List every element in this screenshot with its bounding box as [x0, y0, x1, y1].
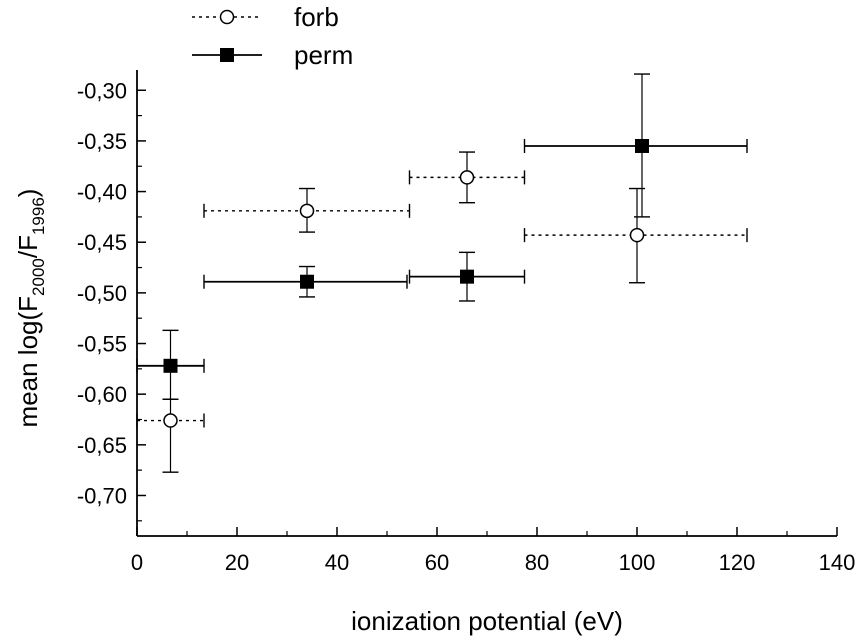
legend-item-forb: forb [192, 2, 339, 32]
data-point-forb [299, 203, 315, 219]
data-series [136, 73, 748, 473]
x-tick-label: 20 [225, 550, 249, 575]
x-axis: 0 20 40 60 80 100 120 140 [131, 527, 855, 575]
x-tick-label: 120 [719, 550, 756, 575]
y-axis-title-sub2: 1996 [29, 197, 48, 235]
x-tick-label: 80 [525, 550, 549, 575]
x-tick-label: 140 [819, 550, 856, 575]
data-point-forb [459, 170, 475, 185]
x-axis-title: ionization potential (eV) [351, 606, 623, 636]
data-point-perm [460, 269, 474, 284]
x-tick-label: 0 [131, 550, 143, 575]
legend-item-perm: perm [192, 40, 353, 70]
y-axis-title-suffix: ) [13, 189, 43, 198]
data-point-perm [163, 358, 178, 373]
y-axis-title-sub1: 2000 [29, 258, 48, 296]
y-axis: -0,70 -0,65 -0,60 -0,55 -0,50 -0,45 -0,40 -0,35… [77, 78, 146, 522]
x-tick-label: 100 [619, 550, 656, 575]
y-tick-label: -0,45 [77, 230, 127, 255]
y-tick-label: -0,40 [77, 180, 127, 205]
legend-label-forb: forb [294, 2, 339, 32]
y-tick-label: -0,70 [77, 483, 127, 508]
y-axis-title-mid: /F [13, 235, 43, 258]
plot-area [136, 70, 837, 537]
y-tick-label: -0,55 [77, 332, 127, 357]
data-point-perm [300, 274, 314, 289]
legend: forb perm [192, 2, 353, 70]
x-tick-label: 60 [425, 550, 449, 575]
y-tick-label: -0,35 [77, 129, 127, 154]
y-tick-label: -0,60 [77, 382, 127, 407]
legend-marker-perm [220, 48, 234, 62]
y-axis-title-prefix: mean log(F [13, 296, 43, 428]
y-axis-title: mean log(F2000/F1996) [13, 189, 48, 428]
series-forb [136, 151, 748, 473]
y-tick-label: -0,30 [77, 78, 127, 103]
x-tick-label: 40 [325, 550, 349, 575]
series-perm [136, 73, 748, 400]
data-point-forb [163, 413, 178, 428]
data-point-perm [635, 138, 649, 153]
y-tick-label: -0,50 [77, 281, 127, 306]
legend-label-perm: perm [294, 40, 353, 70]
legend-marker-forb [219, 9, 235, 25]
y-tick-label: -0,65 [77, 433, 127, 458]
data-point-forb [629, 227, 645, 243]
